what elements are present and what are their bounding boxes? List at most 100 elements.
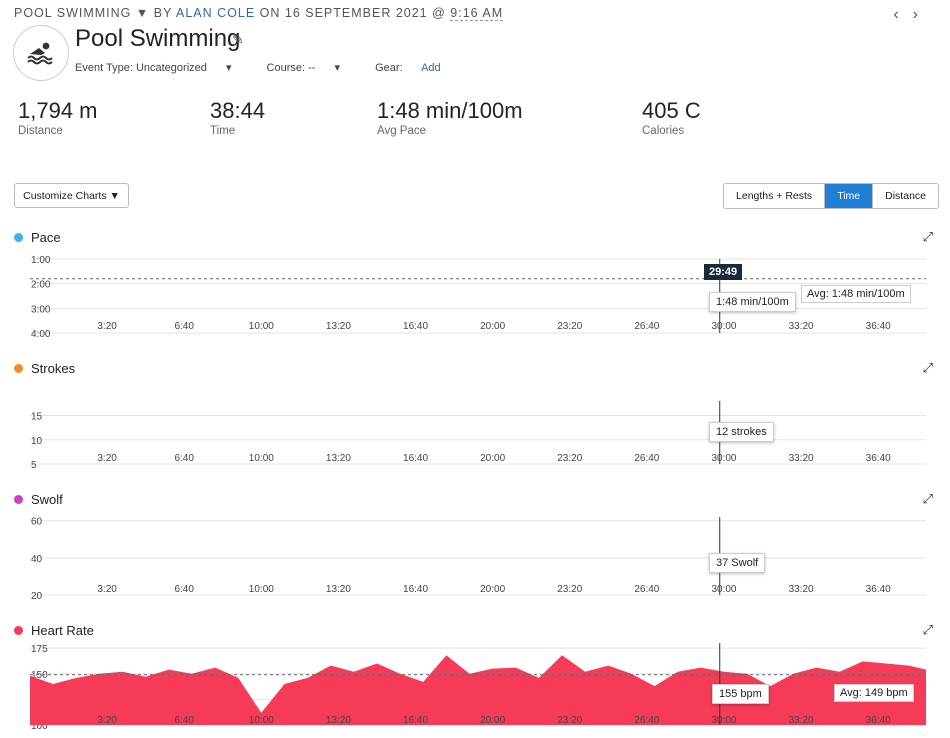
stat-label: Calories [642, 125, 685, 137]
x-tick-label: 16:40 [403, 453, 428, 464]
time-link[interactable]: 9:16 AM [450, 6, 504, 21]
x-tick-label: 3:20 [97, 584, 117, 595]
swim-activity-icon [13, 25, 69, 81]
heart-rate-tooltip: 155 bpm [712, 684, 769, 704]
expand-icon[interactable]: ⤢ [922, 491, 933, 506]
x-tick-label: 26:40 [634, 321, 659, 332]
stat-value: 405 C [642, 98, 701, 123]
expand-icon[interactable]: ⤢ [922, 360, 933, 375]
by-label: BY [153, 6, 173, 20]
swolf-chart-header: Swolf [14, 492, 63, 507]
x-tick-label: 16:40 [403, 321, 428, 332]
y-tick-label: 5 [31, 460, 37, 471]
heart-rate-avg-label: Avg: 149 bpm [834, 684, 914, 702]
view-distance-button[interactable]: Distance [872, 184, 938, 208]
heart-rate-chart-svg: 1751501251003:206:4010:0013:2016:4020:00… [30, 643, 926, 732]
pace-legend-dot [14, 233, 23, 242]
y-tick-label: 150 [31, 670, 48, 681]
course-dropdown[interactable]: Course: -- ▾ [267, 62, 357, 74]
strokes-chart-header: Strokes [14, 361, 75, 376]
x-tick-label: 36:40 [866, 584, 891, 595]
pace-tooltip: 1:48 min/100m [709, 292, 796, 312]
view-lengths-rests-button[interactable]: Lengths + Rests [724, 184, 825, 208]
swolf-chart-title: Swolf [31, 492, 63, 507]
x-tick-label: 23:20 [557, 584, 582, 595]
view-toggle: Lengths + Rests Time Distance [723, 183, 939, 209]
stat-value: 1:48 min/100m [377, 98, 523, 123]
x-tick-label: 20:00 [480, 453, 505, 464]
event-type-label: Event Type: Uncategorized [75, 62, 207, 74]
x-tick-label: 6:40 [174, 321, 194, 332]
event-type-dropdown[interactable]: Event Type: Uncategorized ▾ [75, 62, 247, 74]
gear-field: Gear: Add [375, 62, 457, 74]
x-tick-label: 36:40 [866, 715, 891, 726]
y-tick-label: 100 [31, 721, 48, 732]
x-tick-label: 13:20 [326, 453, 351, 464]
next-arrow-icon[interactable]: › [912, 6, 932, 23]
x-tick-label: 33:20 [789, 584, 814, 595]
activity-type-menu[interactable]: POOL SWIMMING ▼ [14, 6, 149, 20]
course-label: Course: -- [266, 62, 316, 74]
x-tick-label: 6:40 [174, 453, 194, 464]
stat-label: Time [210, 125, 236, 137]
stat-time: 38:44 Time [210, 98, 265, 137]
x-tick-label: 30:00 [711, 715, 736, 726]
stat-value: 38:44 [210, 98, 266, 123]
expand-icon[interactable]: ⤢ [922, 229, 933, 244]
pace-chart-header: Pace [14, 230, 61, 245]
x-tick-label: 23:20 [557, 321, 582, 332]
pace-chart-svg: 1:00 2:00 3:00 4:00 3:20 6:40 10:00 13:20 16:40 2… [30, 255, 926, 340]
x-tick-label: 33:20 [789, 453, 814, 464]
x-tick-label: 26:40 [634, 584, 659, 595]
customize-charts-button[interactable]: Customize Charts ▼ [14, 183, 129, 208]
swolf-legend-dot [14, 495, 23, 504]
stat-label: Avg Pace [377, 125, 427, 137]
y-tick-label: 3:00 [31, 304, 51, 315]
customize-charts-label: Customize Charts [23, 189, 107, 202]
gear-label: Gear: [375, 62, 403, 74]
author-link[interactable]: ALAN COLE [176, 6, 256, 20]
x-tick-label: 13:20 [326, 584, 351, 595]
edit-pencil-icon[interactable]: ✎ [232, 31, 244, 47]
page-title: Pool Swimming [75, 25, 241, 52]
swolf-chart-svg: 60 40 20 3:20 6:40 10:00 13:20 16:40 20:00 23:20 2… [30, 517, 926, 602]
pace-chart-title: Pace [31, 230, 61, 245]
view-time-button[interactable]: Time [824, 184, 873, 208]
y-tick-label: 1:00 [31, 255, 51, 266]
heart-rate-area [30, 655, 926, 725]
x-tick-label: 13:20 [326, 715, 351, 726]
stat-avg-pace: 1:48 min/100m Avg Pace [377, 98, 523, 137]
strokes-chart: Strokes ⤢ 15 10 5 3:20 6:40 10:00 13:20 16:40 20… [0, 360, 950, 471]
y-tick-label: 10 [31, 436, 43, 447]
chevron-down-icon: ▼ [135, 6, 150, 20]
date-label: ON 16 SEPTEMBER 2021 @ [259, 6, 446, 20]
pace-avg-label: Avg: 1:48 min/100m [801, 285, 911, 303]
chevron-down-icon: ▾ [334, 62, 341, 74]
stat-distance: 1,794 m Distance [18, 98, 98, 137]
heart-rate-legend-dot [14, 626, 23, 635]
stat-value: 1,794 m [18, 98, 98, 123]
strokes-chart-svg: 15 10 5 3:20 6:40 10:00 13:20 16:40 20:00 23:20 26… [30, 401, 926, 471]
y-tick-label: 20 [31, 591, 43, 602]
y-tick-label: 2:00 [31, 280, 51, 291]
cursor-time-label: 29:49 [704, 264, 743, 280]
x-tick-label: 36:40 [866, 453, 891, 464]
x-tick-label: 26:40 [634, 453, 659, 464]
prev-arrow-icon[interactable]: ‹ [893, 6, 913, 23]
x-tick-label: 3:20 [97, 453, 117, 464]
chevron-down-icon: ▾ [225, 62, 232, 74]
stat-calories: 405 C Calories [642, 98, 701, 137]
x-tick-label: 16:40 [403, 715, 428, 726]
heart-rate-chart: Heart Rate ⤢ 1751501251003:206:4010:0013… [0, 622, 950, 738]
x-tick-label: 36:40 [866, 321, 891, 332]
swolf-tooltip: 37 Swolf [709, 553, 766, 573]
x-tick-label: 33:20 [789, 321, 814, 332]
x-tick-label: 30:00 [711, 453, 736, 464]
gear-add-link[interactable]: Add [421, 62, 441, 74]
x-tick-label: 33:20 [789, 715, 814, 726]
strokes-tooltip: 12 strokes [709, 422, 774, 442]
expand-icon[interactable]: ⤢ [922, 622, 933, 637]
swolf-chart: Swolf ⤢ 60 40 20 3:20 6:40 10:00 13:20 16:40 20:… [0, 491, 950, 602]
x-tick-label: 13:20 [326, 321, 351, 332]
x-tick-label: 6:40 [174, 584, 194, 595]
